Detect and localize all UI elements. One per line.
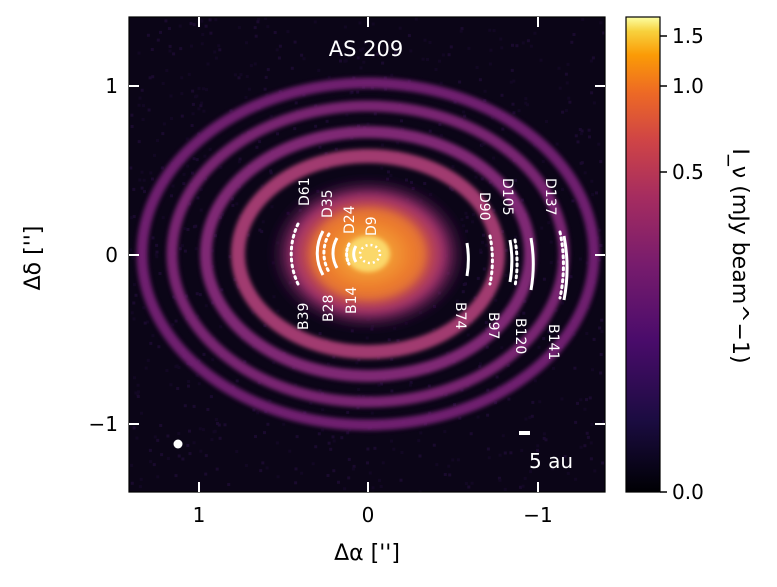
ring-b74	[231, 149, 505, 359]
label-d137: D137	[542, 178, 558, 216]
gap-ring-markers	[289, 222, 569, 301]
marker-d61	[289, 222, 300, 286]
y-tick-label: −1	[89, 412, 118, 436]
scale-bar	[519, 431, 530, 435]
feature-labels: D61 D35 D24 D9 B39 B28 B14 D90 D105 D137…	[296, 177, 561, 360]
label-d24: D24	[342, 205, 358, 234]
beam-ellipse	[173, 439, 183, 449]
colorbar	[625, 16, 661, 493]
image-title: AS 209	[329, 37, 403, 61]
y-axis-title: Δδ ['']	[21, 226, 46, 291]
y-tick-label: 0	[105, 243, 118, 267]
ring-b141	[136, 77, 600, 431]
marker-b141	[562, 235, 569, 301]
marker-b14	[352, 245, 358, 263]
axis-ticks	[129, 17, 605, 492]
marker-d90	[488, 234, 494, 286]
label-d9: D9	[364, 216, 380, 236]
colorbar-tick-label: 1.5	[672, 24, 704, 48]
label-b141: B141	[545, 324, 561, 360]
x-axis-title: Δα ['']	[334, 541, 400, 566]
colorbar-tick-label: 0.5	[672, 160, 704, 184]
marker-d24	[345, 242, 351, 266]
x-tick-label: −1	[523, 503, 552, 527]
label-b28: B28	[321, 295, 337, 322]
label-d105: D105	[499, 178, 515, 216]
x-tick-label: 1	[193, 503, 206, 527]
label-b120: B120	[512, 318, 528, 354]
colorbar-tick-label: 1.0	[672, 74, 704, 98]
colorbar-ticks	[660, 35, 667, 493]
label-b74: B74	[452, 302, 468, 330]
marker-b39	[315, 230, 325, 276]
label-b14: B14	[344, 286, 360, 314]
colorbar-tick-label: 0.0	[672, 480, 704, 504]
marker-d35	[322, 232, 331, 274]
ring-b97	[200, 126, 536, 382]
disk-image: D61 D35 D24 D9 B39 B28 B14 D90 D105 D137…	[129, 17, 605, 492]
colorbar-label: I_ν (mJy beam^−1)	[727, 148, 752, 363]
marker-b74	[465, 242, 470, 277]
label-d90: D90	[476, 192, 492, 221]
label-b39: B39	[296, 303, 312, 330]
x-tick-label: 0	[362, 503, 375, 527]
ring-b120	[166, 100, 570, 408]
scale-bar-label: 5 au	[529, 449, 573, 473]
label-b97: B97	[485, 312, 501, 339]
marker-b97	[508, 239, 514, 283]
marker-b120	[529, 237, 535, 291]
marker-d9	[358, 243, 382, 265]
label-d35: D35	[320, 189, 336, 218]
marker-d137	[558, 230, 565, 300]
y-tick-label: 1	[105, 74, 118, 98]
marker-b28	[331, 237, 339, 269]
label-d61: D61	[297, 177, 313, 206]
